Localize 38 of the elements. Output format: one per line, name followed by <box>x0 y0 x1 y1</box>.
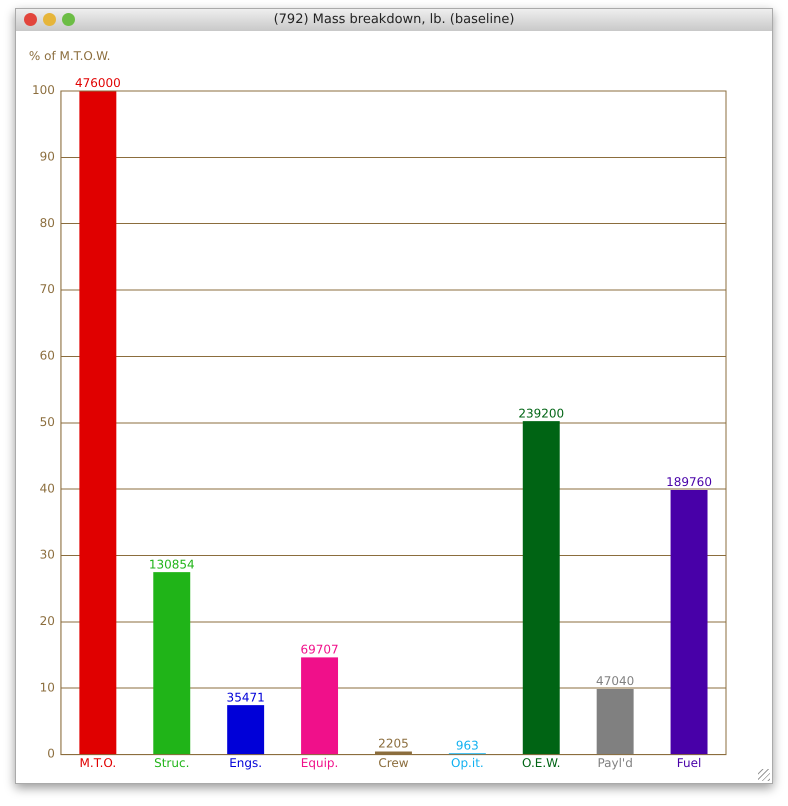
y-tick-label: 90 <box>40 149 55 164</box>
x-tick-label: Payl'd <box>597 756 633 770</box>
x-tick-label: Crew <box>378 756 409 770</box>
y-tick-label: 30 <box>40 548 55 562</box>
x-tick-label: Fuel <box>676 756 702 770</box>
data-label: 35471 <box>226 690 265 704</box>
x-tick-label: Op.it. <box>450 756 484 770</box>
bar <box>670 490 708 755</box>
chart-title: (792) Mass breakdown, lb. (baseline) <box>274 12 514 27</box>
x-tick-label: O.E.W. <box>522 756 560 770</box>
x-tick-label: M.T.O. <box>80 756 116 770</box>
data-label: 239200 <box>518 406 564 420</box>
data-label: 963 <box>456 738 479 752</box>
data-label: 69707 <box>300 642 339 657</box>
y-tick-label: 0 <box>47 746 55 761</box>
bar <box>227 705 264 755</box>
data-label: 47040 <box>596 674 634 688</box>
y-tick-label: 10 <box>40 680 55 694</box>
y-tick-label: 40 <box>40 481 55 496</box>
y-tick-label: 100 <box>32 83 55 98</box>
y-axis-title: % of M.T.O.W. <box>28 49 110 64</box>
bar <box>79 91 116 755</box>
y-tick-label: 70 <box>40 282 55 296</box>
y-tick-label: 80 <box>40 216 55 230</box>
bar <box>153 572 190 755</box>
bar <box>596 689 634 755</box>
bar <box>301 657 338 755</box>
data-label: 2205 <box>378 736 409 751</box>
x-tick-label: Engs. <box>229 756 262 770</box>
y-tick-label: 20 <box>40 614 55 628</box>
y-tick-label: 50 <box>40 414 55 429</box>
data-label: 189760 <box>666 475 712 490</box>
bar <box>522 421 560 755</box>
data-label: 130854 <box>148 557 195 572</box>
y-tick-label: 60 <box>40 348 55 363</box>
x-tick-label: Struc. <box>154 756 190 770</box>
x-tick-label: Equip. <box>300 756 338 770</box>
data-label: 476000 <box>74 76 121 90</box>
